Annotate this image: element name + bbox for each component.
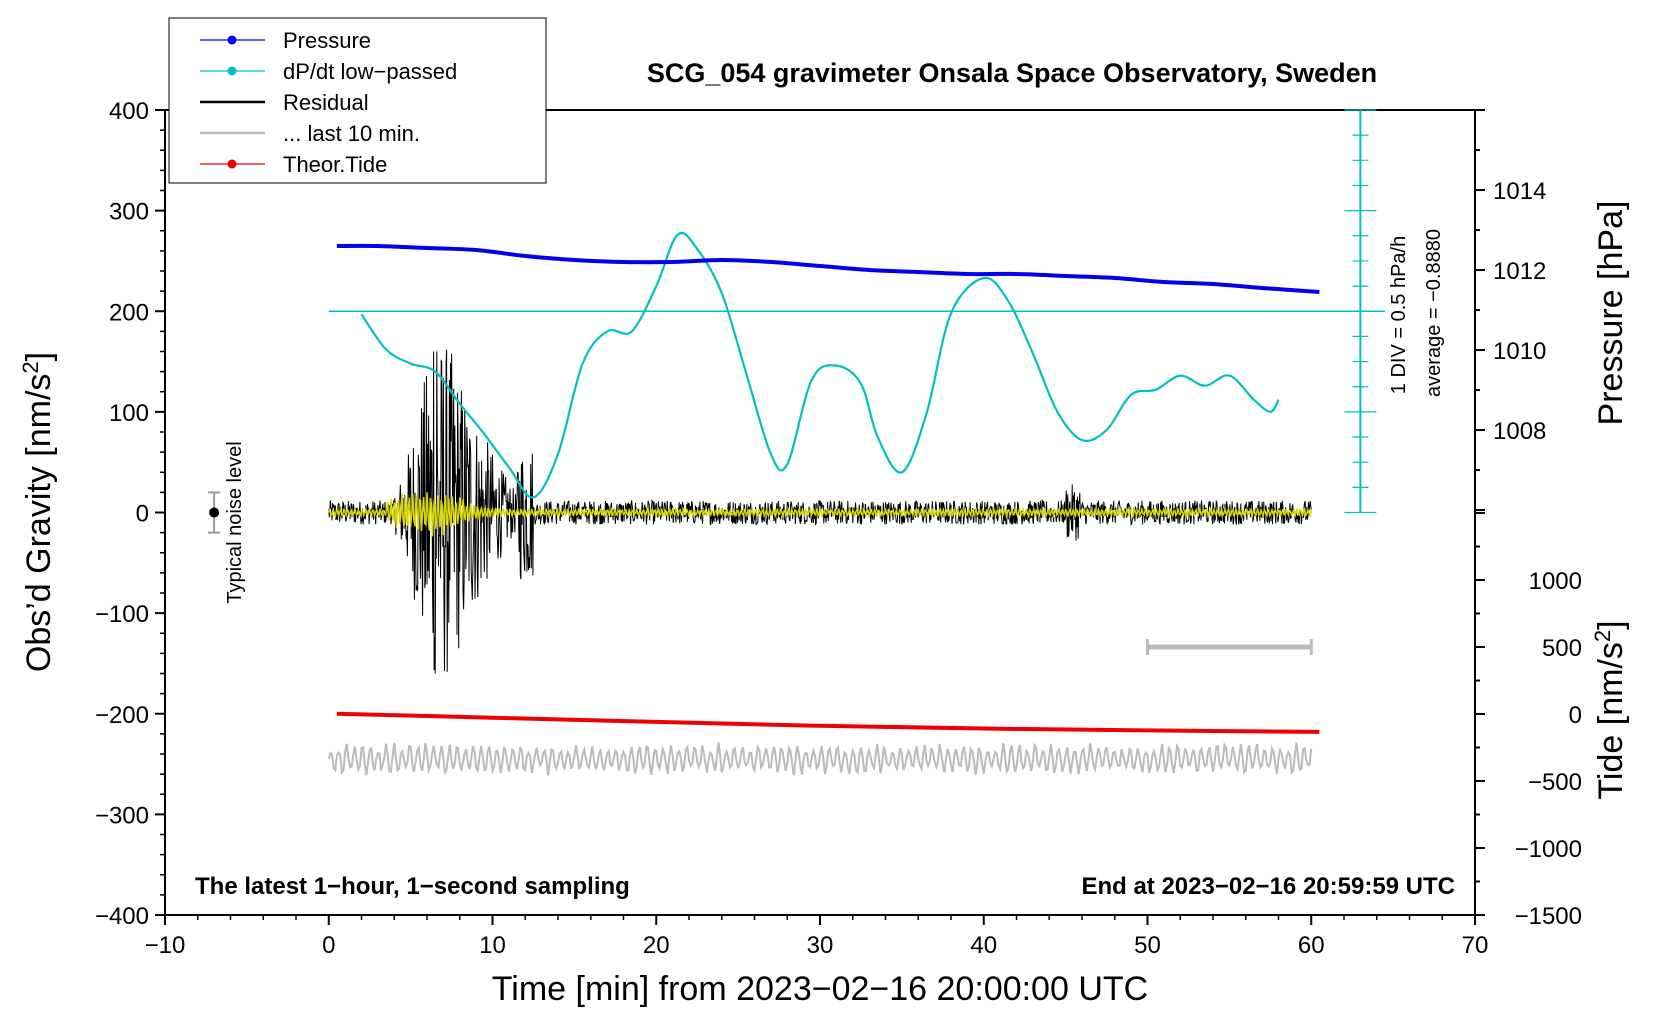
legend-label: Residual (283, 90, 369, 115)
legend-label: Theor.Tide (283, 152, 387, 177)
last-10-min-series (327, 742, 1313, 776)
end-time-note: End at 2023−02−16 20:59:59 UTC (1081, 873, 1455, 900)
noise-bar-dot (209, 507, 220, 518)
x-tick-label: 30 (807, 932, 834, 959)
pressure-tick-label: 1014 (1493, 178, 1546, 205)
tide-axis-ticks: 1000 500 0 −500 −1000 −1500 (1475, 512, 1582, 930)
legend: Pressure dP/dt low−passed Residual ... last… (168, 17, 547, 184)
x-tick-label: 60 (1298, 932, 1325, 959)
x-tick-label: 20 (643, 932, 670, 959)
legend-label: Pressure (283, 28, 371, 53)
legend-marker (227, 66, 237, 76)
x-tick-label: 70 (1462, 932, 1489, 959)
chart-title: SCG_054 gravimeter Onsala Space Observat… (647, 58, 1377, 88)
pressure-series (336, 243, 1320, 294)
gravity-tick-label: 0 (136, 501, 149, 528)
pressure-tick-label: 1012 (1493, 258, 1546, 285)
dpdt-series (360, 231, 1280, 499)
noise-level-label: Typical noise level (224, 441, 246, 603)
x-axis-ticks: −10 0 10 20 30 40 50 60 70 (145, 915, 1489, 959)
theor-tide-series (336, 711, 1320, 734)
tide-tick-label: −1500 (1515, 903, 1582, 930)
ten-minute-bar (1146, 639, 1313, 655)
x-tick-label: 40 (970, 932, 997, 959)
tide-tick-label: 0 (1569, 702, 1582, 729)
legend-box (168, 17, 547, 184)
pressure-tick-label: 1010 (1493, 338, 1546, 365)
average-label: average = −0.8880 (1423, 229, 1445, 397)
pressure-axis-title: Pressure [hPa] (1592, 201, 1630, 426)
x-tick-label: 0 (322, 932, 335, 959)
legend-label: dP/dt low−passed (283, 59, 457, 84)
legend-label: ... last 10 min. (283, 121, 420, 146)
gravity-tick-label: 400 (109, 98, 149, 125)
gravity-tick-label: −300 (95, 802, 149, 829)
legend-marker (227, 159, 237, 169)
x-tick-label: 10 (479, 932, 506, 959)
tide-tick-label: 1000 (1529, 568, 1582, 595)
gravity-tick-label: 200 (109, 299, 149, 326)
tide-tick-label: −500 (1528, 769, 1582, 796)
x-axis-title: Time [min] from 2023−02−16 20:00:00 UTC (492, 970, 1148, 1008)
gravity-tick-label: 100 (109, 400, 149, 427)
noise-level-bar (208, 491, 221, 534)
legend-marker (227, 35, 237, 45)
residual-lowpass-series (328, 492, 1313, 537)
x-tick-label: −10 (145, 932, 186, 959)
pressure-tick-label: 1008 (1493, 418, 1546, 445)
gravity-tick-label: 300 (109, 199, 149, 226)
gravity-tick-label: −200 (95, 702, 149, 729)
gravity-axis-title: Obs’d Gravity [nm/s2] (18, 352, 58, 672)
tide-tick-label: 500 (1542, 635, 1582, 662)
x-tick-label: 50 (1134, 932, 1161, 959)
gravity-tick-label: −100 (95, 601, 149, 628)
tide-tick-label: −1000 (1515, 836, 1582, 863)
sampling-note: The latest 1−hour, 1−second sampling (195, 873, 630, 900)
residual-series (328, 349, 1312, 674)
gravity-tick-label: −400 (95, 903, 149, 930)
div-label: 1 DIV = 0.5 hPa/h (1388, 236, 1410, 394)
gravity-axis-ticks: 400 300 200 100 0 −100 −200 −300 −400 (95, 98, 165, 930)
tide-axis-title: Tide [nm/s2] (1590, 620, 1630, 799)
pressure-axis-ticks: 1014 1012 1010 1008 (1475, 109, 1546, 511)
